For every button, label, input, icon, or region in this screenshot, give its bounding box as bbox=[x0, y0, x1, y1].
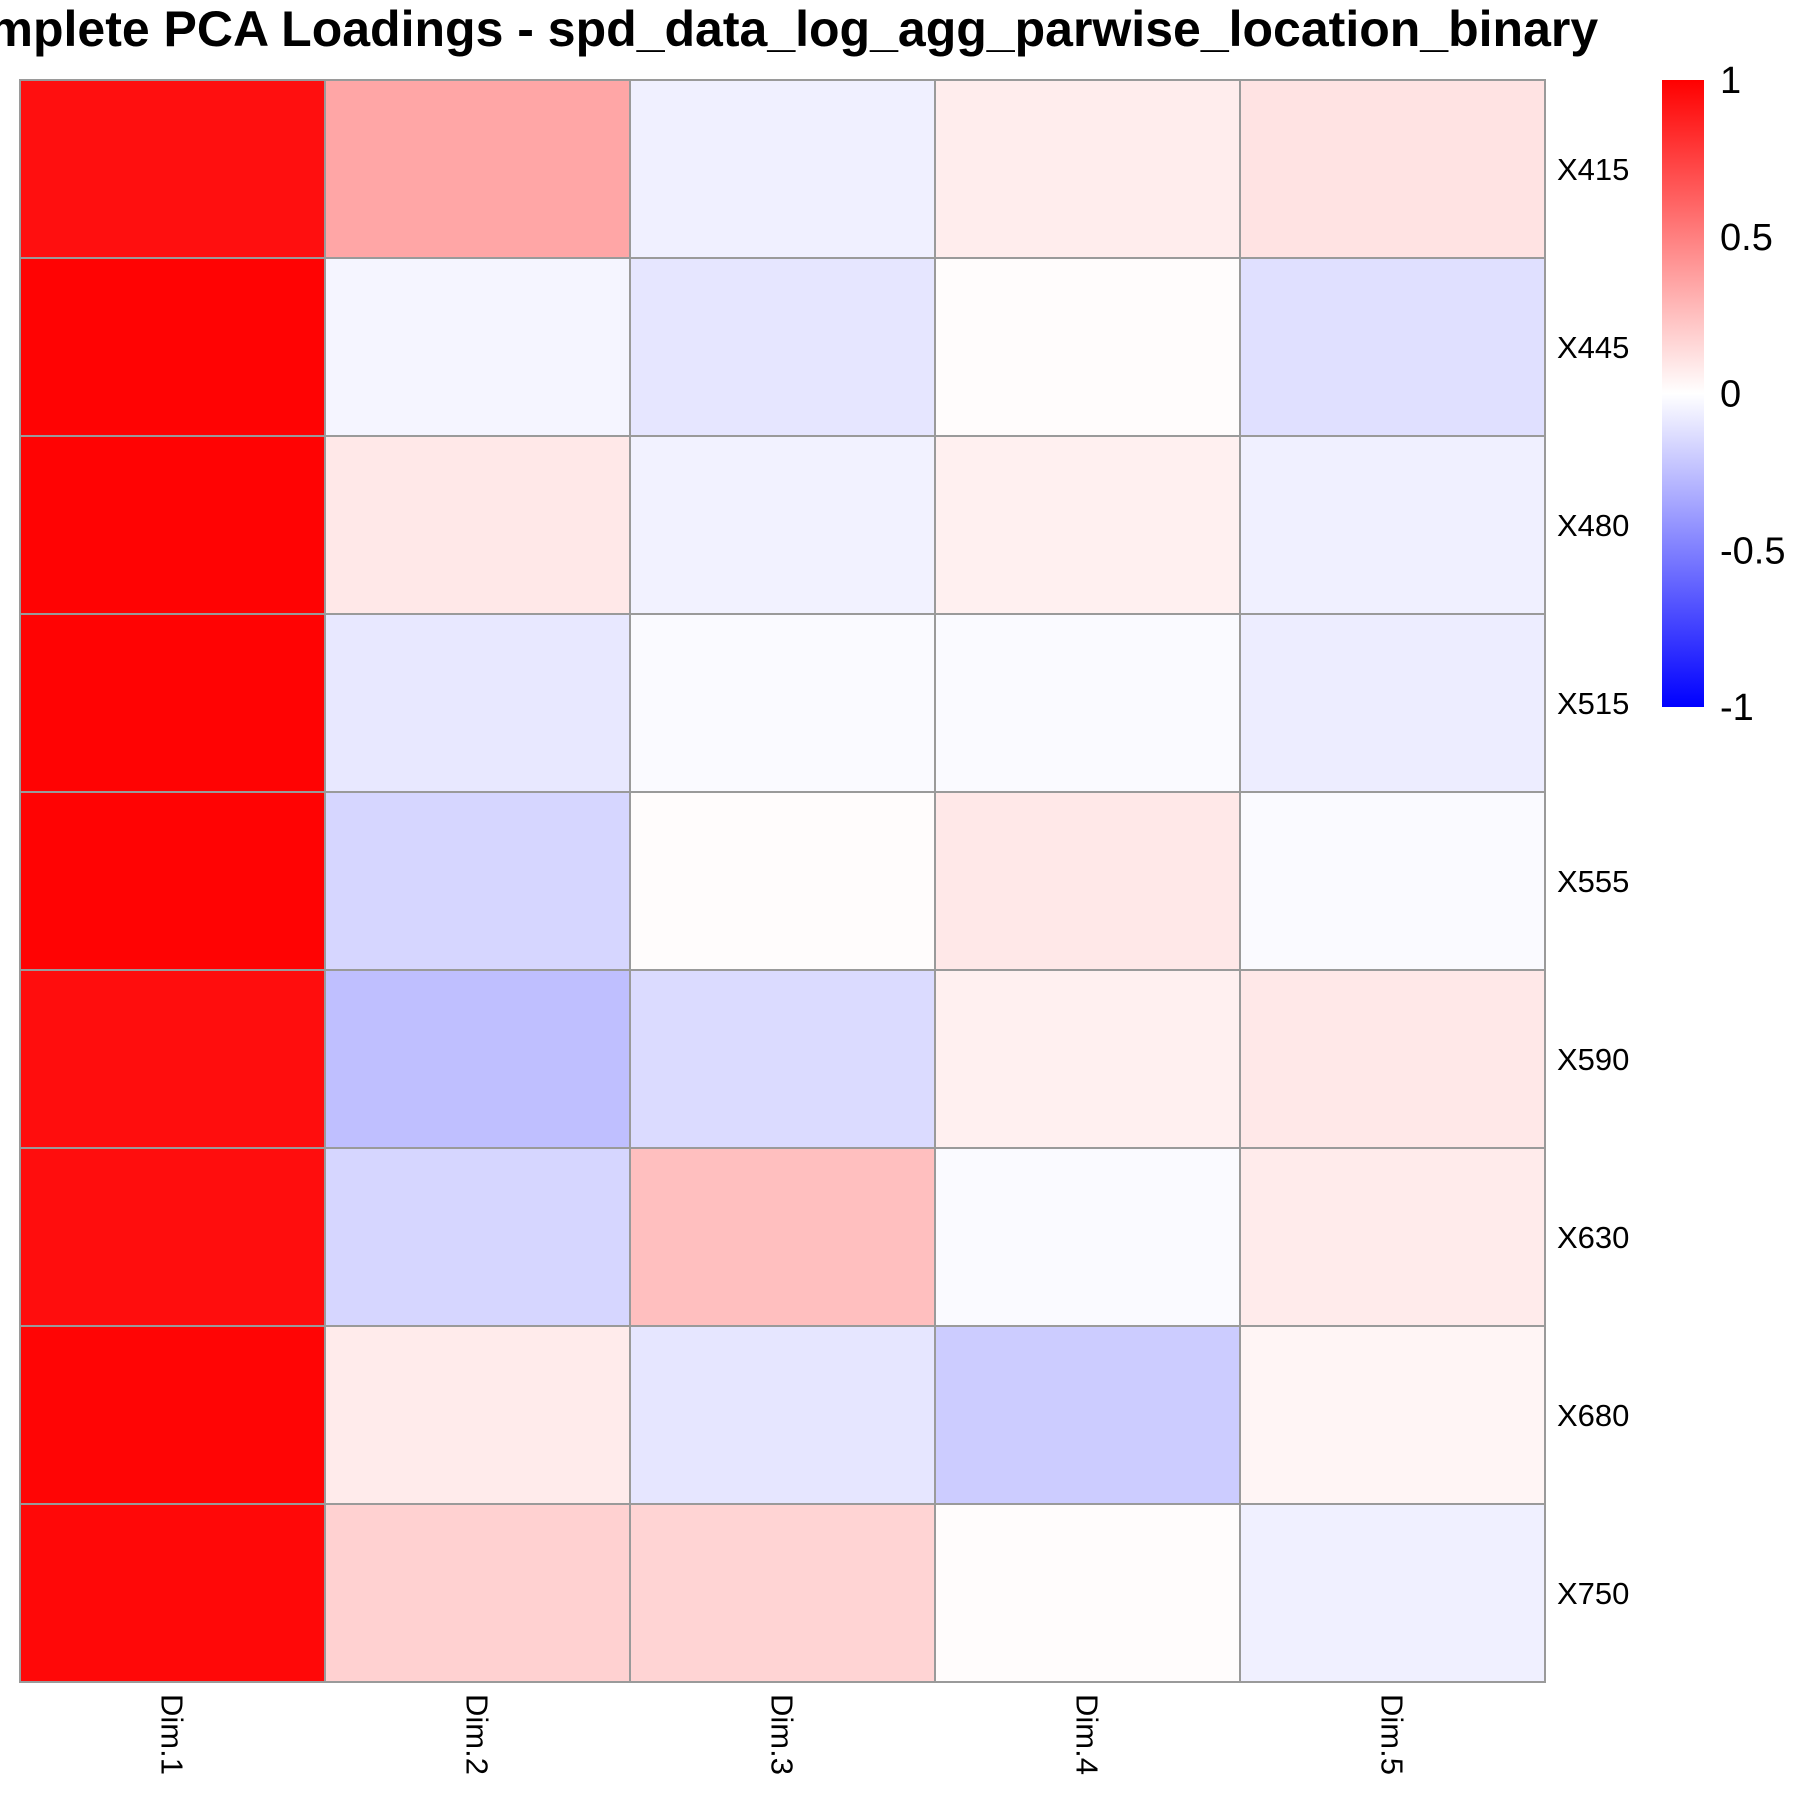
heatmap-cell-X555-Dim.2 bbox=[324, 791, 631, 971]
heatmap-cell-X680-Dim.3 bbox=[629, 1325, 936, 1505]
row-labels: X415 X445 X480 X515 X555 X590 X630 X680 X750 bbox=[1557, 152, 1629, 1611]
heatmap-cell-X415-Dim.2 bbox=[324, 79, 631, 259]
heatmap-cells bbox=[19, 79, 1546, 1683]
heatmap-cell-X750-Dim.3 bbox=[629, 1503, 936, 1683]
legend-tick-label: 0.5 bbox=[1720, 217, 1773, 259]
heatmap-cell-X445-Dim.3 bbox=[629, 257, 936, 437]
heatmap-cell-X415-Dim.5 bbox=[1239, 79, 1546, 259]
heatmap-cell-X590-Dim.3 bbox=[629, 969, 936, 1149]
legend-tick-label: -0.5 bbox=[1720, 530, 1785, 572]
legend-color-bar bbox=[1662, 80, 1704, 707]
heatmap-cell-X750-Dim.5 bbox=[1239, 1503, 1546, 1683]
legend-tick-label: 1 bbox=[1720, 60, 1741, 102]
column-label: Dim.4 bbox=[1070, 1694, 1105, 1775]
heatmap-cell-X590-Dim.4 bbox=[934, 969, 1241, 1149]
heatmap-cell-X480-Dim.4 bbox=[934, 435, 1241, 615]
heatmap-cell-X555-Dim.4 bbox=[934, 791, 1241, 971]
heatmap-cell-X415-Dim.1 bbox=[19, 79, 326, 259]
heatmap-cell-X480-Dim.3 bbox=[629, 435, 936, 615]
heatmap-cell-X555-Dim.1 bbox=[19, 791, 326, 971]
heatmap-cell-X515-Dim.5 bbox=[1239, 613, 1546, 793]
heatmap-cell-X415-Dim.3 bbox=[629, 79, 936, 259]
column-label: Dim.3 bbox=[765, 1694, 800, 1775]
heatmap-cell-X445-Dim.4 bbox=[934, 257, 1241, 437]
heatmap-cell-X680-Dim.1 bbox=[19, 1325, 326, 1505]
heatmap-cell-X515-Dim.3 bbox=[629, 613, 936, 793]
row-label: X515 bbox=[1557, 686, 1629, 721]
row-label: X480 bbox=[1557, 508, 1629, 543]
heatmap-cell-X590-Dim.1 bbox=[19, 969, 326, 1149]
heatmap-cell-X630-Dim.4 bbox=[934, 1147, 1241, 1327]
column-label: Dim.1 bbox=[155, 1694, 190, 1775]
heatmap-cell-X480-Dim.2 bbox=[324, 435, 631, 615]
row-label: X750 bbox=[1557, 1576, 1629, 1611]
heatmap-cell-X630-Dim.5 bbox=[1239, 1147, 1546, 1327]
heatmap-cell-X480-Dim.5 bbox=[1239, 435, 1546, 615]
heatmap-cell-X445-Dim.1 bbox=[19, 257, 326, 437]
heatmap-cell-X680-Dim.2 bbox=[324, 1325, 631, 1505]
heatmap-cell-X590-Dim.2 bbox=[324, 969, 631, 1149]
heatmap-cell-X750-Dim.2 bbox=[324, 1503, 631, 1683]
heatmap-cell-X555-Dim.5 bbox=[1239, 791, 1546, 971]
heatmap-cell-X555-Dim.3 bbox=[629, 791, 936, 971]
heatmap-cell-X680-Dim.5 bbox=[1239, 1325, 1546, 1505]
legend-ticks: 1 0.5 0 -0.5 -1 bbox=[1720, 60, 1785, 729]
heatmap-cell-X515-Dim.1 bbox=[19, 613, 326, 793]
row-label: X680 bbox=[1557, 1398, 1629, 1433]
legend-tick-label: -1 bbox=[1720, 687, 1754, 729]
legend-tick-label: 0 bbox=[1720, 374, 1741, 416]
heatmap-cell-X515-Dim.2 bbox=[324, 613, 631, 793]
heatmap-cell-X630-Dim.1 bbox=[19, 1147, 326, 1327]
column-label: Dim.5 bbox=[1375, 1694, 1410, 1775]
heatmap-cell-X445-Dim.2 bbox=[324, 257, 631, 437]
row-label: X590 bbox=[1557, 1042, 1629, 1077]
row-label: X445 bbox=[1557, 330, 1629, 365]
chart-title: Complete PCA Loadings - spd_data_log_agg… bbox=[0, 1, 1598, 57]
heatmap-cell-X680-Dim.4 bbox=[934, 1325, 1241, 1505]
heatmap-cell-X445-Dim.5 bbox=[1239, 257, 1546, 437]
heatmap-cell-X630-Dim.2 bbox=[324, 1147, 631, 1327]
heatmap-cell-X630-Dim.3 bbox=[629, 1147, 936, 1327]
column-labels: Dim.1 Dim.2 Dim.3 Dim.4 Dim.5 bbox=[155, 1694, 1410, 1775]
heatmap-cell-X415-Dim.4 bbox=[934, 79, 1241, 259]
row-label: X415 bbox=[1557, 152, 1629, 187]
column-label: Dim.2 bbox=[460, 1694, 495, 1775]
heatmap-cell-X750-Dim.1 bbox=[19, 1503, 326, 1683]
heatmap-cell-X480-Dim.1 bbox=[19, 435, 326, 615]
row-label: X555 bbox=[1557, 864, 1629, 899]
color-legend: 1 0.5 0 -0.5 -1 bbox=[1662, 60, 1785, 729]
heatmap-cell-X750-Dim.4 bbox=[934, 1503, 1241, 1683]
row-label: X630 bbox=[1557, 1220, 1629, 1255]
heatmap-cell-X590-Dim.5 bbox=[1239, 969, 1546, 1149]
heatmap-cell-X515-Dim.4 bbox=[934, 613, 1241, 793]
